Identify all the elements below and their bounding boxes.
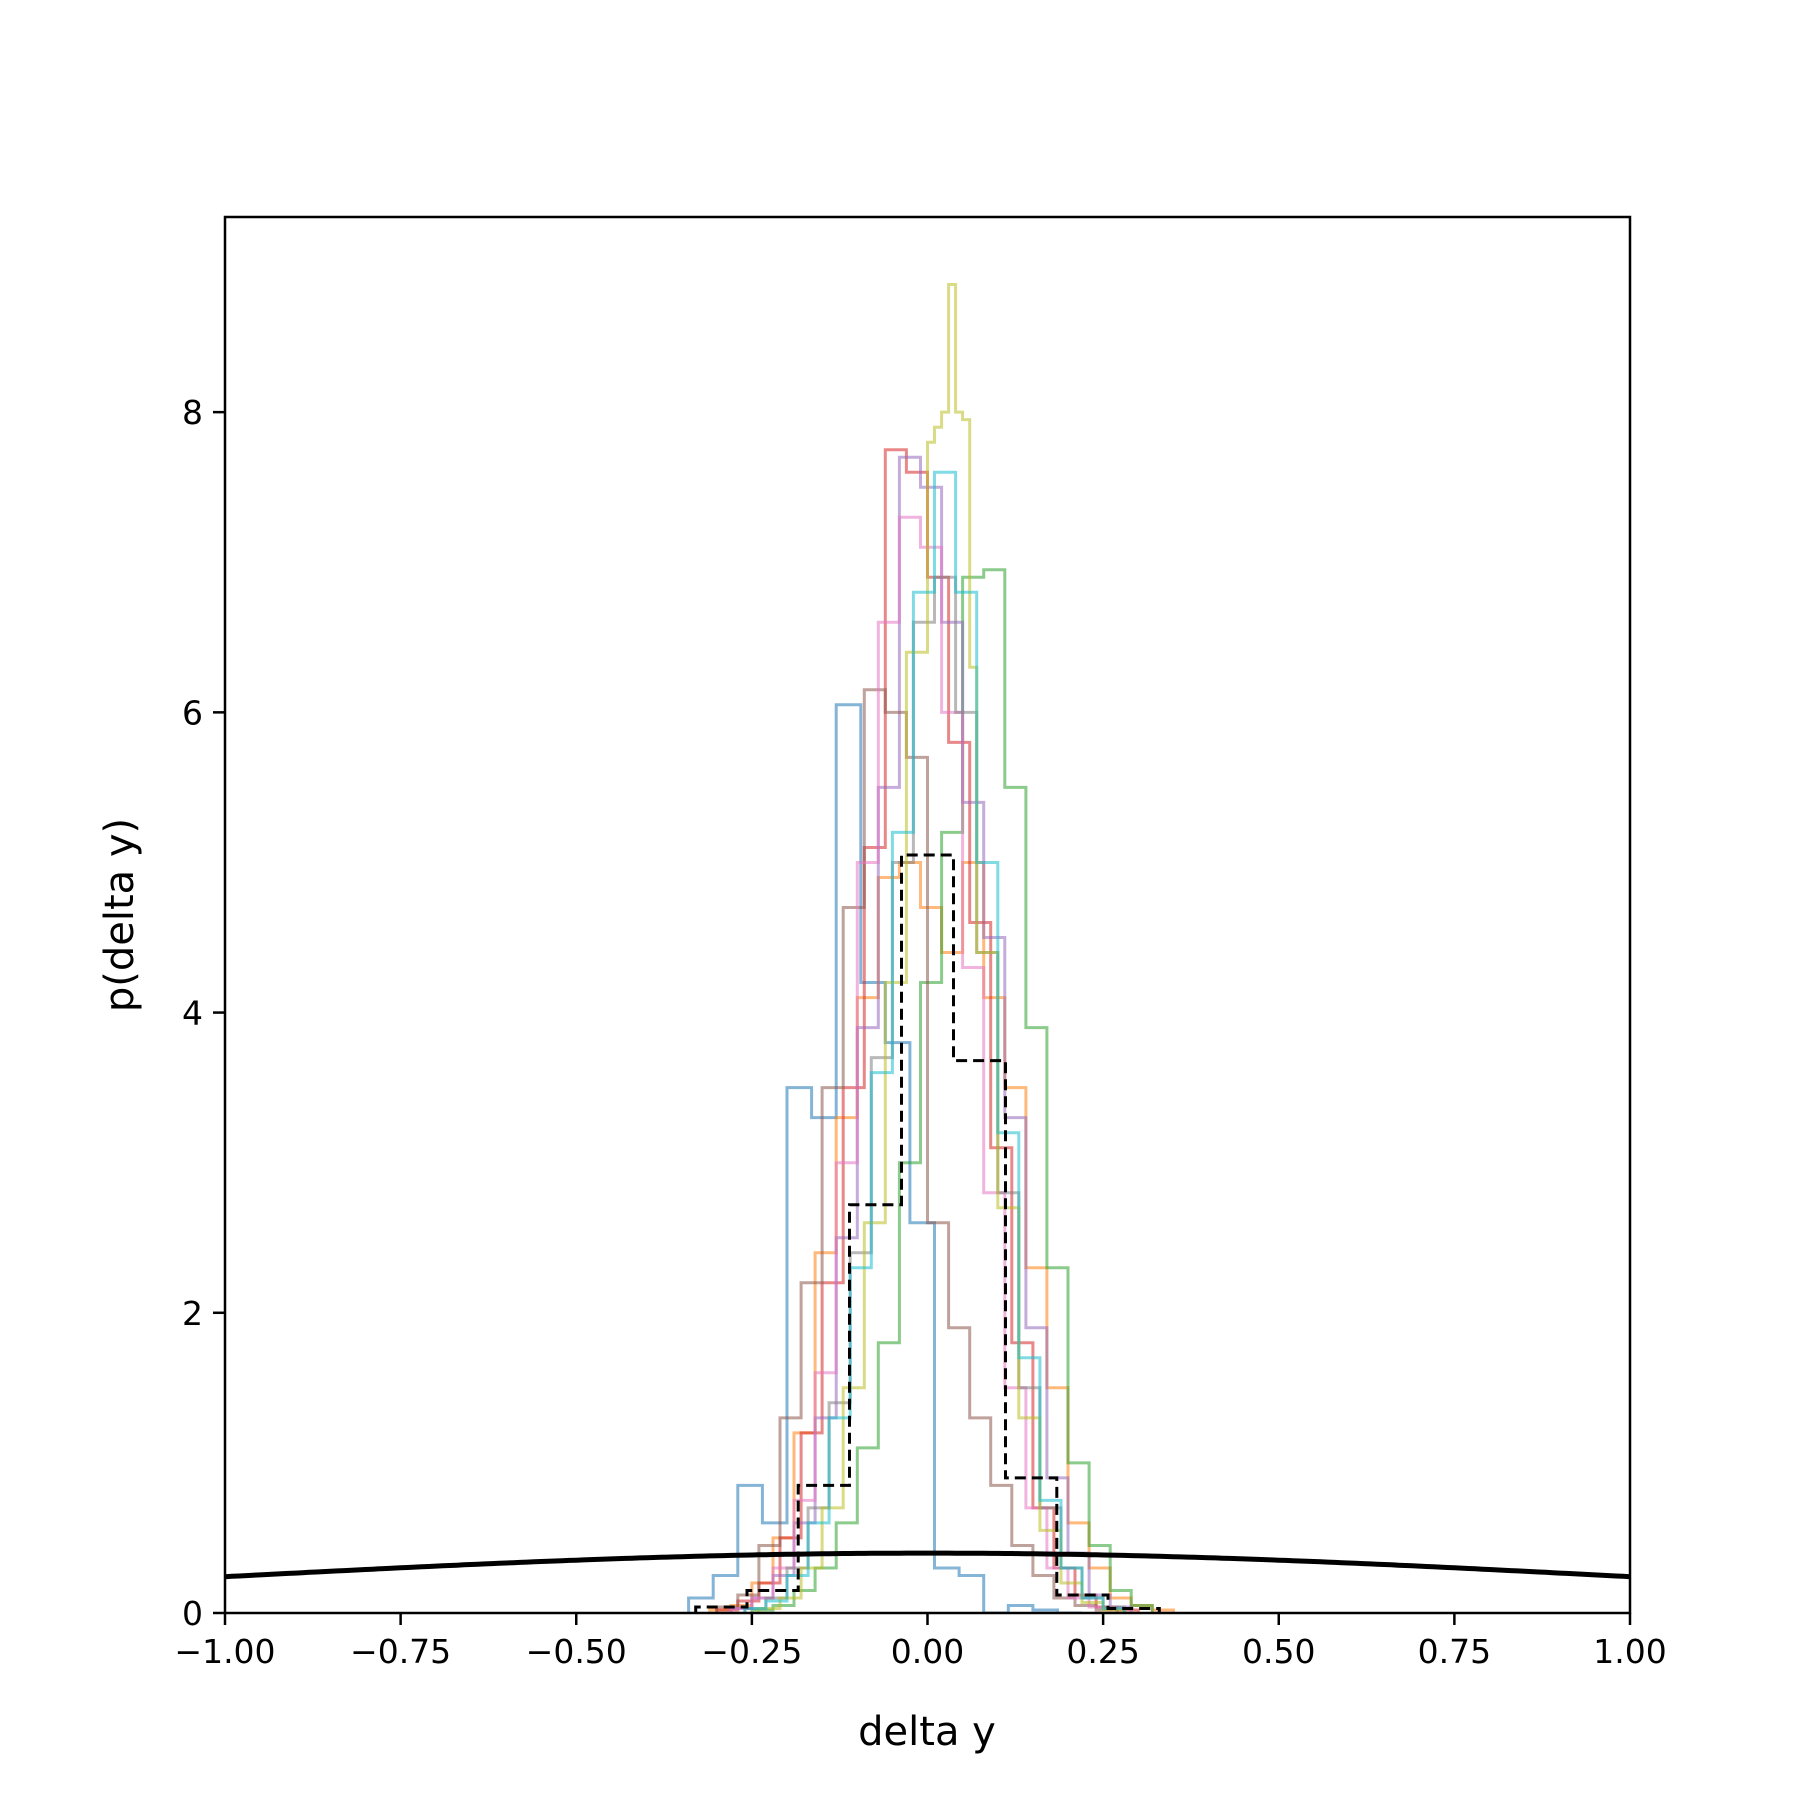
x-tick-label: 0.75 (1418, 1632, 1491, 1671)
histogram-series-7 (729, 515, 1112, 1613)
reference-curve (225, 1550, 1630, 1580)
x-tick-label: 0.50 (1242, 1632, 1315, 1671)
y-tick-label: 2 (182, 1294, 203, 1333)
histogram-series-3 (750, 568, 1154, 1613)
y-axis-ticks: 0 2 4 6 8 (182, 393, 225, 1633)
dashed-histogram (694, 853, 1161, 1613)
plot-area (225, 283, 1630, 1613)
x-tick-label: −0.25 (701, 1632, 802, 1671)
x-tick-label: 0.25 (1066, 1632, 1139, 1671)
y-tick-label: 0 (182, 1594, 203, 1633)
histogram-series-9 (757, 283, 1126, 1613)
x-tick-label: −0.75 (350, 1632, 451, 1671)
y-axis-label: p(delta y) (97, 818, 143, 1012)
histogram-series-10 (743, 470, 1126, 1613)
x-tick-label: 1.00 (1593, 1632, 1666, 1671)
x-axis-label: delta y (858, 1709, 996, 1755)
y-tick-label: 6 (182, 693, 203, 732)
plot-marks (225, 283, 1630, 1613)
y-tick-label: 8 (182, 393, 203, 432)
y-tick-label: 4 (182, 994, 203, 1033)
x-tick-label: 0.00 (891, 1632, 964, 1671)
x-tick-label: −1.00 (174, 1632, 275, 1671)
x-axis-ticks: −1.00 −0.75 −0.50 −0.25 0.00 0.25 0.50 0.75 1.00 (174, 1613, 1667, 1671)
histogram-series-6 (715, 688, 1119, 1613)
x-tick-label: −0.50 (526, 1632, 627, 1671)
